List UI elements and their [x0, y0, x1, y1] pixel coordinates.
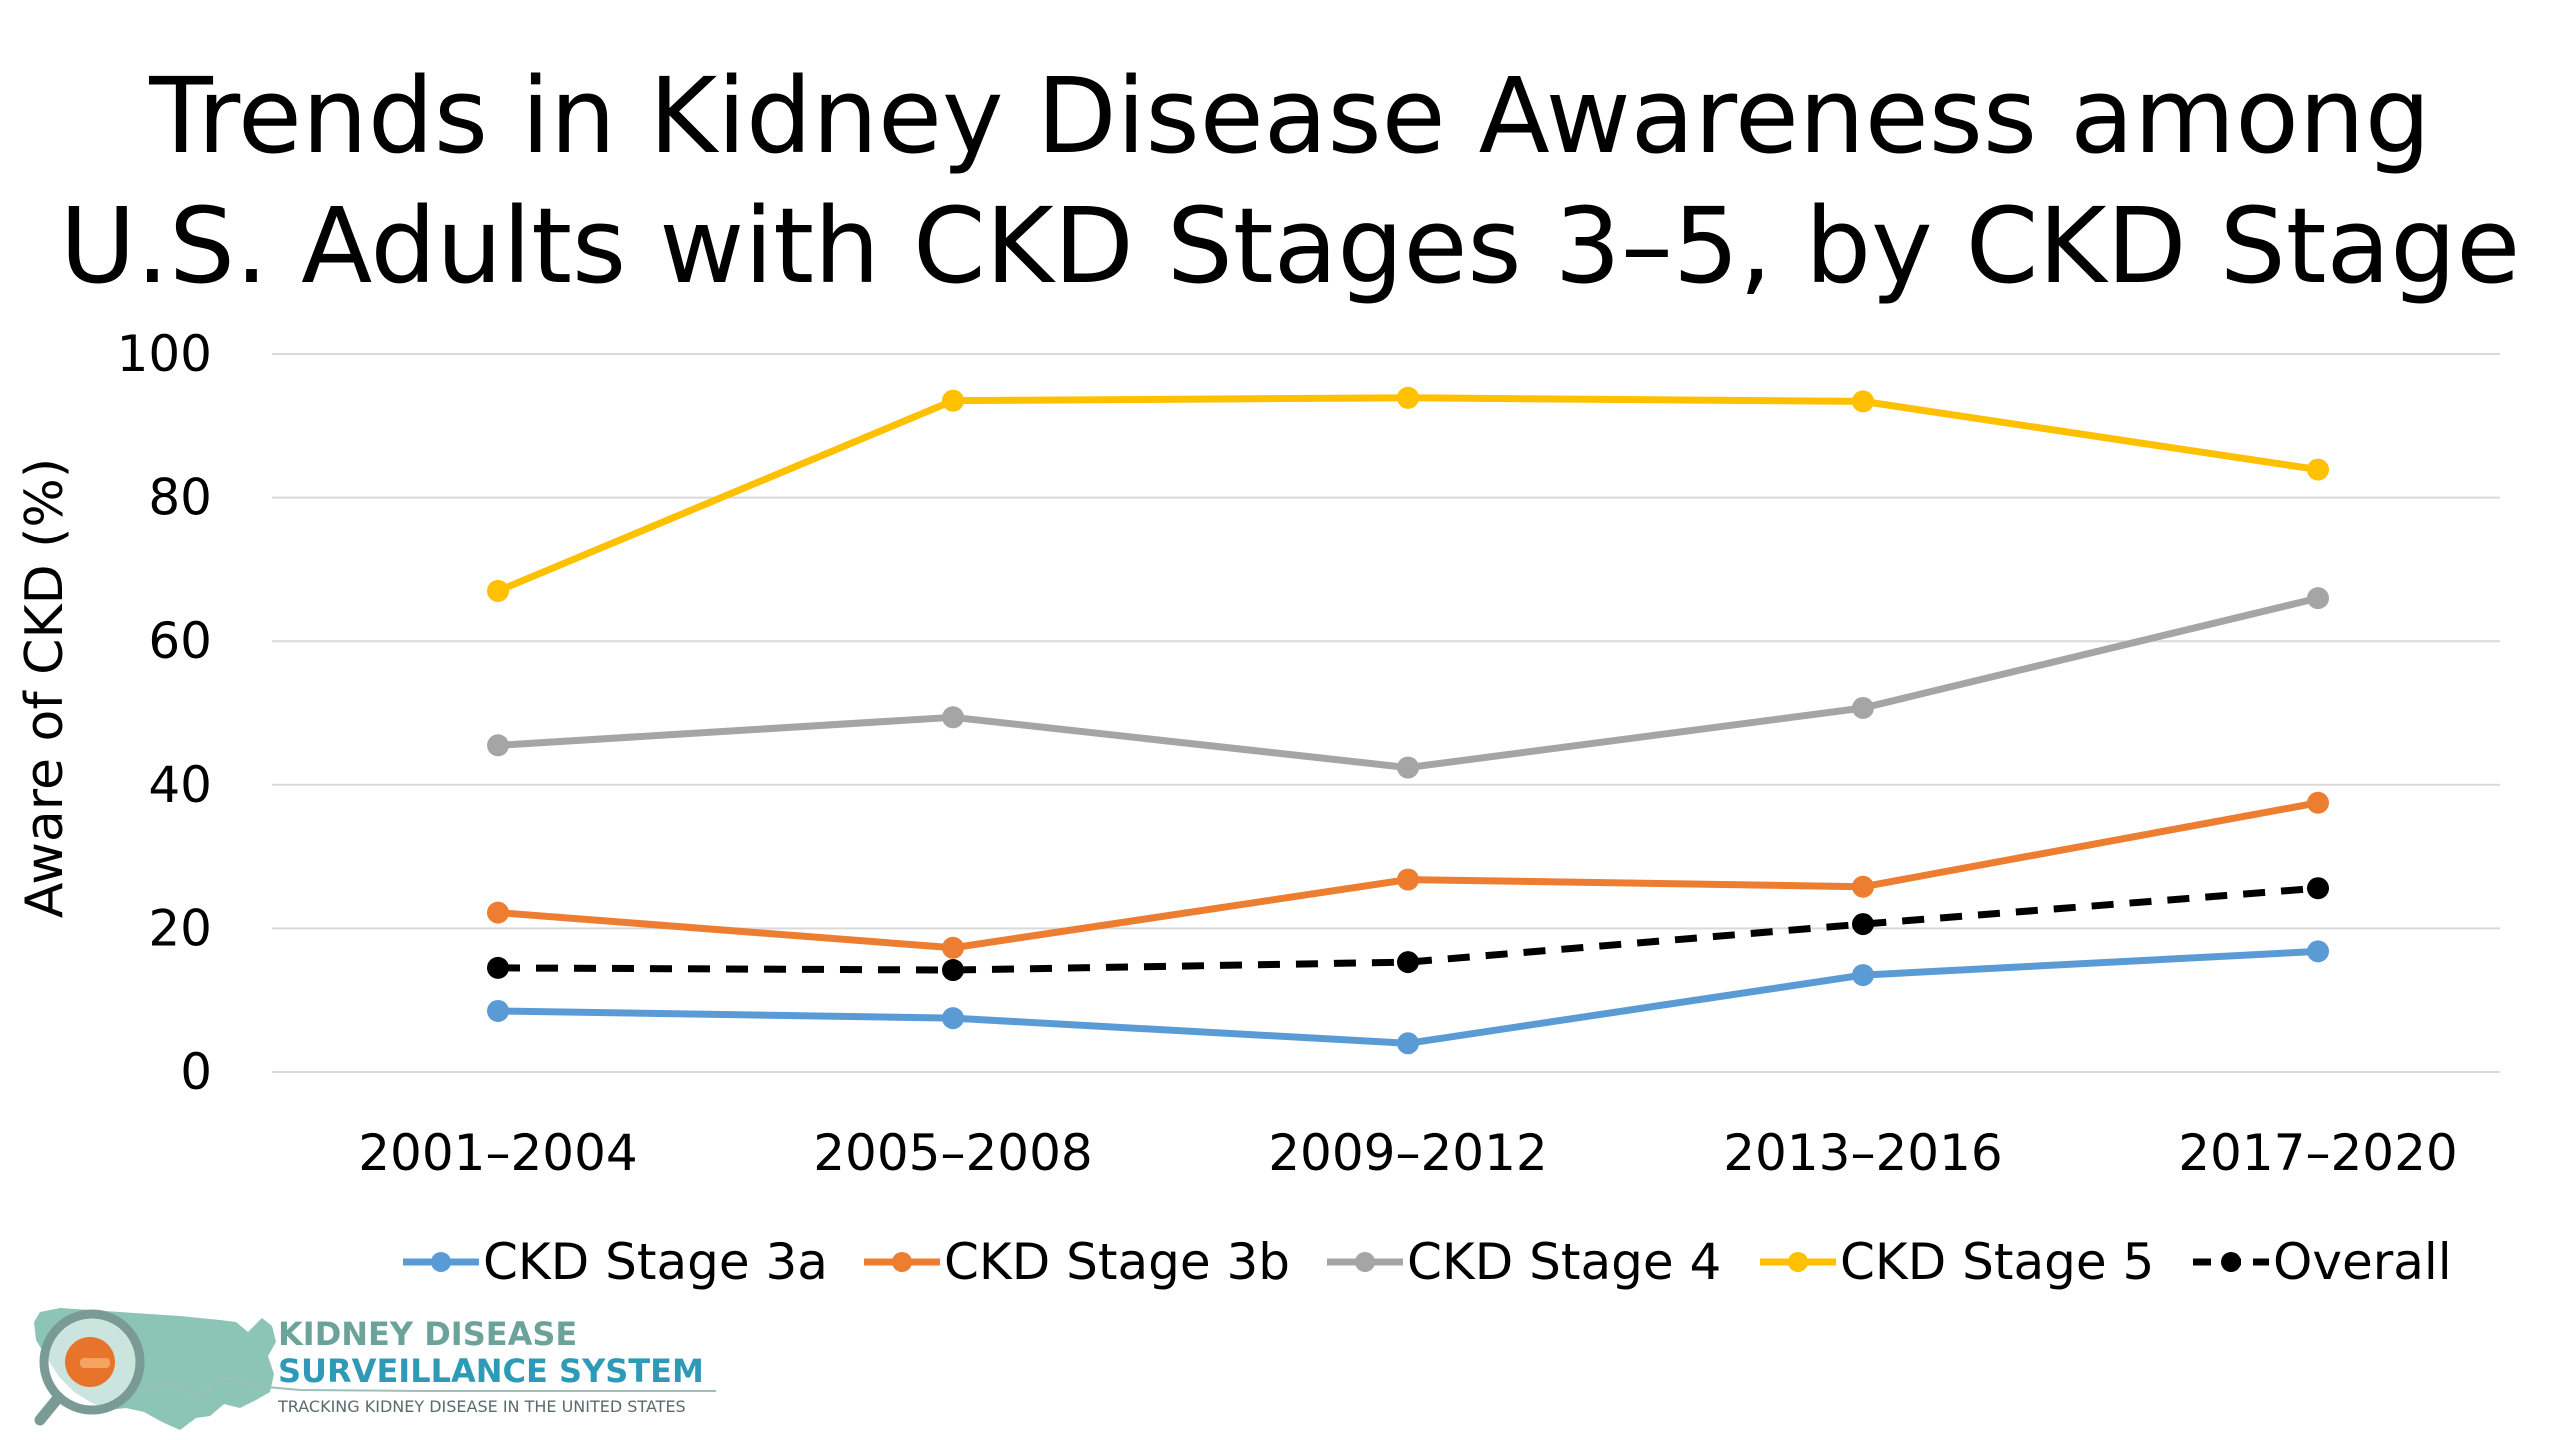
series-overall	[487, 877, 2329, 982]
data-point	[1852, 696, 1874, 719]
data-point	[1397, 951, 1419, 974]
legend-item: CKD Stage 3b	[864, 1233, 1290, 1291]
data-point	[487, 734, 509, 757]
x-tick-label: 2005–2008	[813, 1124, 1093, 1182]
y-tick-label: 100	[117, 325, 212, 383]
legend-swatch-marker	[2221, 1252, 2241, 1272]
y-tick-labels: 0 20 40 60 80 100	[117, 325, 212, 1101]
data-point	[1397, 756, 1419, 779]
chart-title-line-2: U.S. Adults with CKD Stages 3–5, by CKD …	[60, 185, 2520, 307]
x-tick-label: 2001–2004	[358, 1124, 638, 1182]
data-point	[487, 956, 509, 979]
series-ckd-stage-4	[487, 587, 2329, 779]
data-point	[487, 579, 509, 602]
data-point	[942, 1007, 964, 1030]
y-tick-label: 60	[148, 612, 212, 670]
legend-label: Overall	[2273, 1233, 2452, 1291]
data-series	[487, 386, 2329, 1055]
gridlines	[272, 353, 2500, 1073]
legend-swatch-marker	[1355, 1252, 1375, 1272]
y-tick-label: 40	[148, 756, 212, 814]
x-tick-label: 2017–2020	[2178, 1124, 2458, 1182]
x-tick-labels: 2001–2004 2005–2008 2009–2012 2013–2016 2017…	[358, 1124, 2458, 1182]
legend-label: CKD Stage 3b	[944, 1233, 1290, 1291]
data-point	[487, 999, 509, 1022]
kidney-accent-bar	[80, 1358, 110, 1368]
logo-tagline: TRACKING KIDNEY DISEASE IN THE UNITED ST…	[277, 1397, 686, 1416]
y-tick-label: 20	[148, 899, 212, 957]
legend-label: CKD Stage 4	[1407, 1233, 1721, 1291]
x-tick-label: 2013–2016	[1723, 1124, 2003, 1182]
series-line	[494, 394, 2322, 595]
y-tick-label: 0	[180, 1043, 212, 1101]
data-point	[487, 901, 509, 924]
data-point	[1397, 1032, 1419, 1055]
chart-title-line-1: Trends in Kidney Disease Awareness among	[148, 55, 2431, 177]
legend-item: CKD Stage 3a	[403, 1233, 828, 1291]
y-axis-title: Aware of CKD (%)	[15, 458, 75, 918]
legend-swatch-marker	[431, 1252, 451, 1272]
data-point	[1397, 868, 1419, 891]
data-point	[942, 936, 964, 959]
data-point	[2307, 587, 2329, 610]
data-point	[1397, 386, 1419, 409]
data-point	[2307, 877, 2329, 900]
trend-line-icon	[139, 1376, 716, 1398]
data-point	[1852, 913, 1874, 936]
legend-swatch-marker	[1788, 1252, 1808, 1272]
legend-label: CKD Stage 3a	[483, 1233, 828, 1291]
data-point	[2307, 791, 2329, 814]
data-point	[1852, 964, 1874, 987]
legend-swatch-marker	[892, 1252, 912, 1272]
data-point	[942, 959, 964, 982]
kidney-disease-surveillance-system-logo: KIDNEY DISEASE SURVEILLANCE SYSTEM TRACK…	[34, 1308, 716, 1430]
series-ckd-stage-5	[487, 386, 2329, 602]
x-tick-label: 2009–2012	[1268, 1124, 1548, 1182]
y-tick-label: 80	[148, 469, 212, 527]
data-point	[1852, 875, 1874, 898]
legend-item: CKD Stage 4	[1327, 1233, 1721, 1291]
data-point	[1852, 390, 1874, 413]
series-line	[494, 594, 2322, 772]
data-point	[942, 706, 964, 729]
magnifier-handle-icon	[34, 1392, 64, 1426]
series-ckd-stage-3a	[487, 940, 2329, 1055]
logo-line-2: SURVEILLANCE SYSTEM	[278, 1352, 704, 1390]
legend-label: CKD Stage 5	[1840, 1233, 2154, 1291]
series-ckd-stage-3b	[487, 791, 2329, 959]
data-point	[2307, 940, 2329, 963]
legend-item: CKD Stage 5	[1760, 1233, 2154, 1291]
data-point	[942, 389, 964, 412]
logo-line-1: KIDNEY DISEASE	[278, 1315, 577, 1353]
legend-item: Overall	[2193, 1233, 2452, 1291]
legend: CKD Stage 3a CKD Stage 3b CKD Stage 4 CKD S…	[403, 1233, 2452, 1291]
data-point	[2307, 458, 2329, 481]
